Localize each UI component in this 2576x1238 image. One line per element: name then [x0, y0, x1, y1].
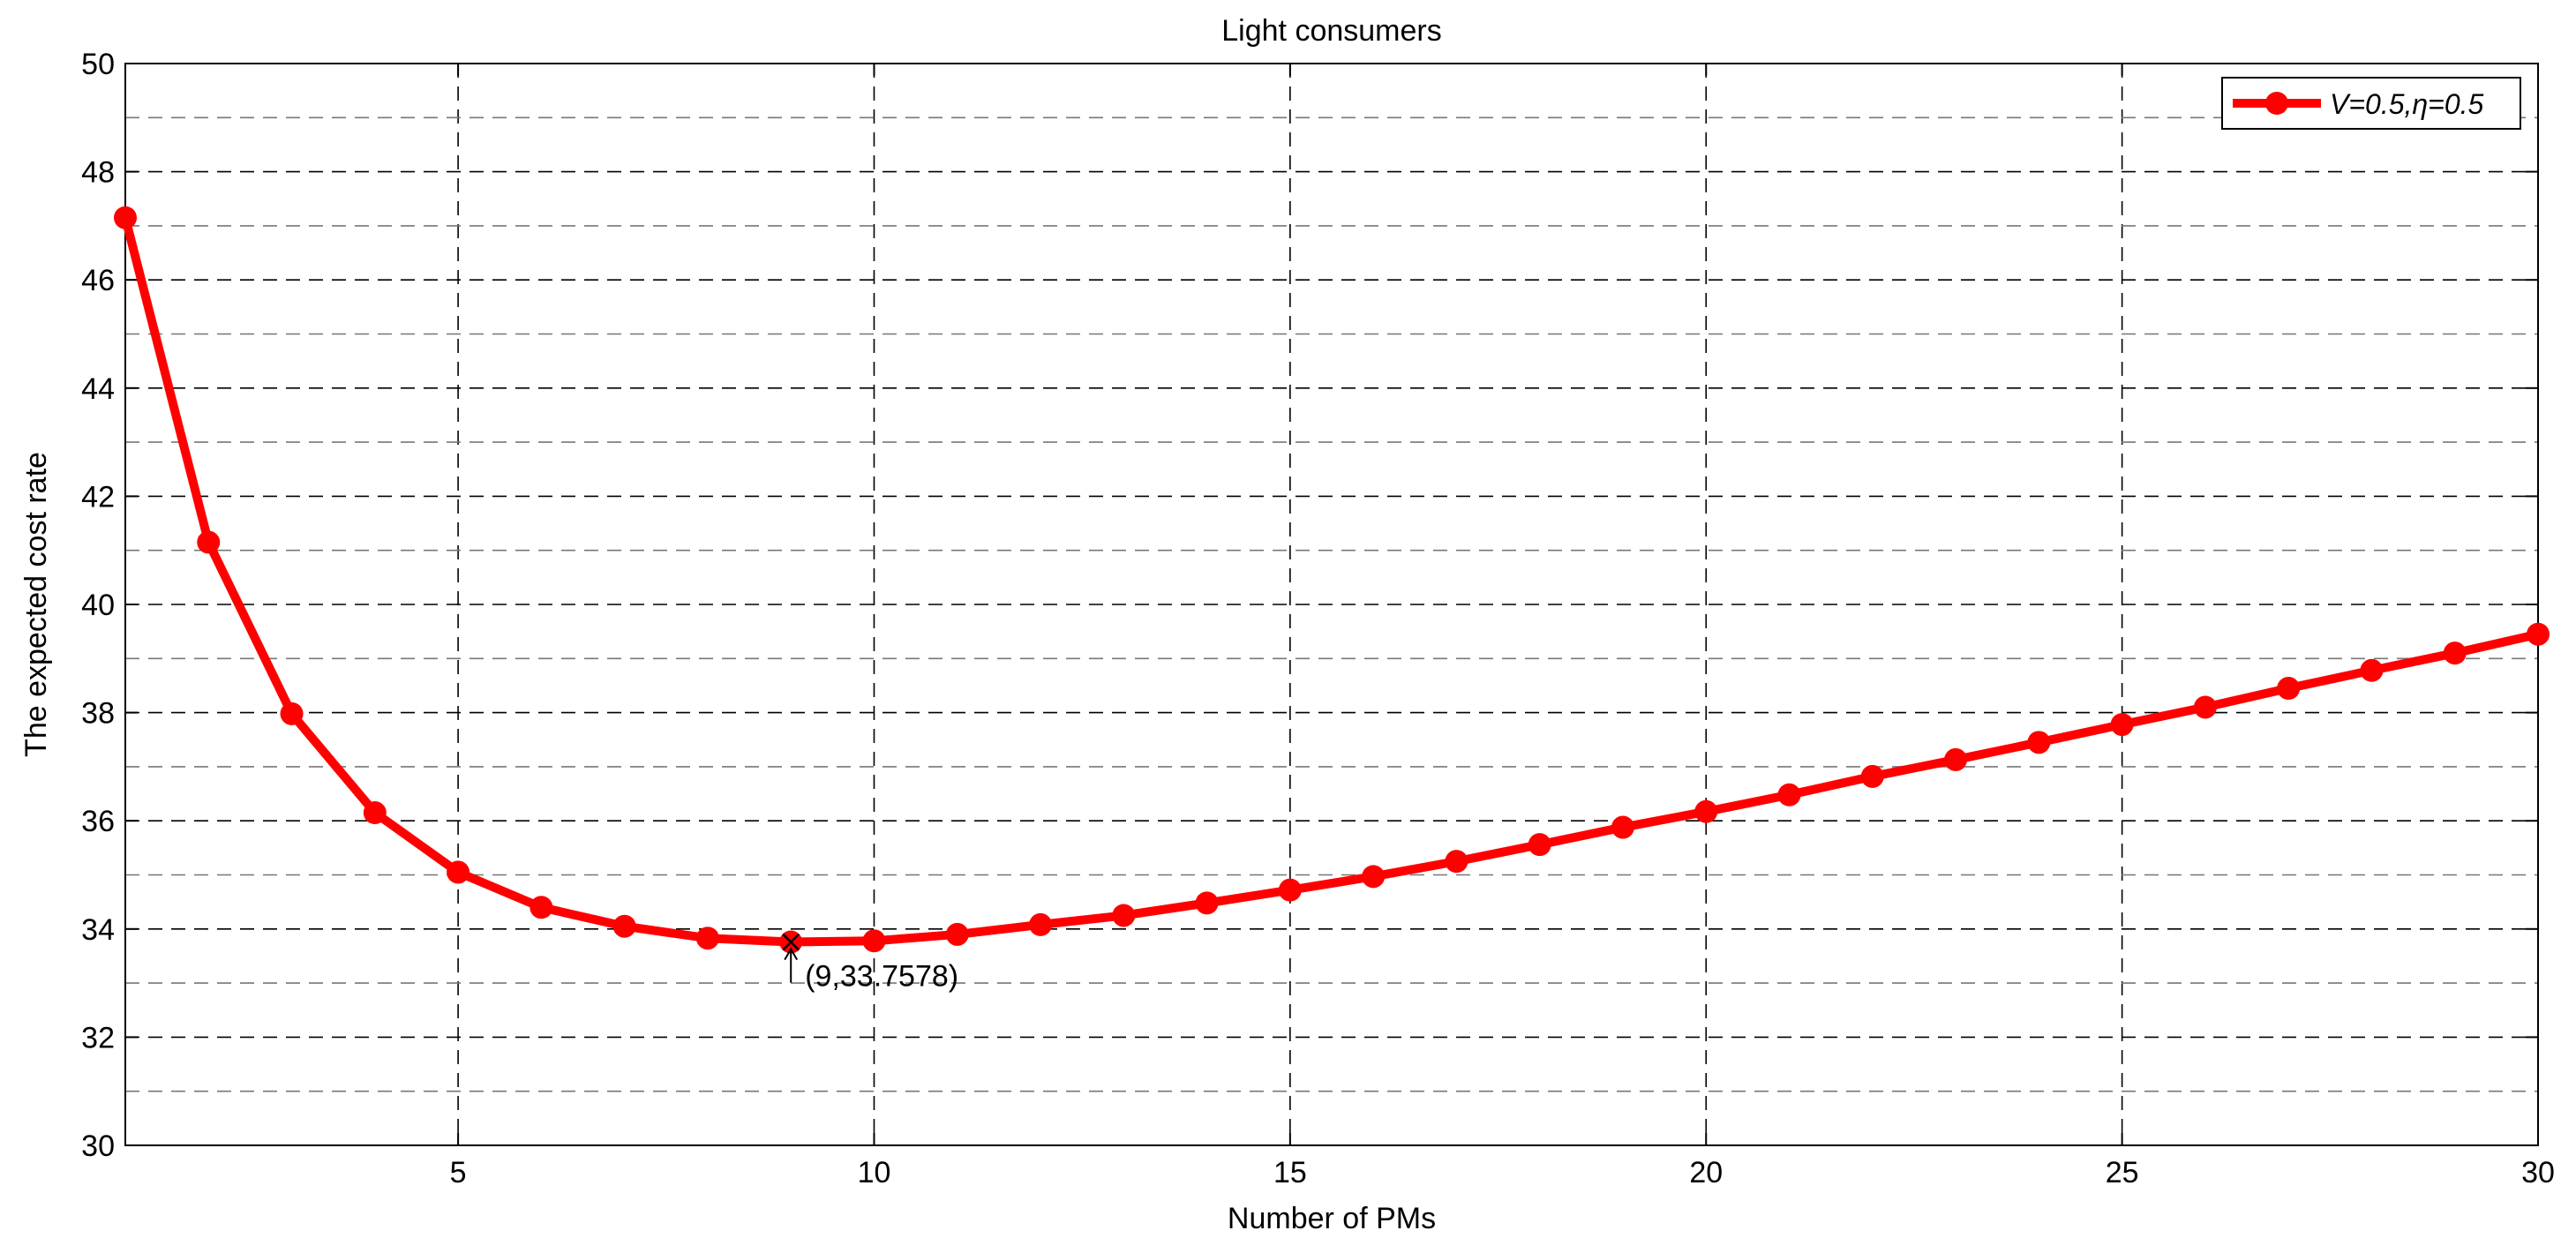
data-point — [2443, 642, 2467, 665]
data-point — [1777, 783, 1801, 807]
x-axis-title: Number of PMs — [1228, 1202, 1436, 1235]
data-point — [447, 860, 470, 884]
y-tick-label: 50 — [81, 48, 115, 81]
data-point — [1694, 799, 1718, 823]
data-point — [1112, 904, 1136, 927]
y-tick-label: 40 — [81, 589, 115, 622]
legend-label: V=0.5,η=0.5 — [2330, 88, 2484, 120]
y-axis-title: The expected cost rate — [19, 452, 53, 757]
y-tick-label: 30 — [81, 1129, 115, 1163]
data-point — [197, 530, 221, 554]
annotation-marker — [782, 933, 800, 951]
data-point — [363, 801, 387, 825]
y-tick-label: 34 — [81, 913, 115, 947]
data-point — [2527, 622, 2550, 646]
y-tick-label: 42 — [81, 480, 115, 514]
data-point — [2360, 658, 2384, 682]
data-point — [945, 922, 969, 946]
y-tick-label: 48 — [81, 156, 115, 190]
grid-lines — [125, 64, 2538, 1145]
data-point — [695, 927, 719, 950]
x-tick-label: 15 — [1273, 1156, 1307, 1189]
data-point — [862, 929, 886, 953]
x-tick-label: 20 — [1689, 1156, 1723, 1189]
legend: V=0.5,η=0.5 — [2221, 77, 2521, 130]
y-tick-label: 36 — [81, 805, 115, 838]
data-point — [2277, 677, 2301, 701]
y-tick-label: 38 — [81, 697, 115, 731]
data-point — [1195, 891, 1219, 915]
data-point — [1944, 747, 1968, 771]
data-point — [1611, 815, 1634, 839]
chart-title: Light consumers — [1221, 14, 1441, 48]
data-point — [1528, 833, 1551, 857]
series-line — [121, 216, 2540, 947]
data-point — [2027, 731, 2051, 754]
data-point — [280, 702, 304, 725]
data-point — [114, 206, 137, 229]
annotation-layer: (9,33.7578) — [782, 933, 958, 994]
annotation-arrowhead — [784, 947, 799, 961]
data-point — [1445, 850, 1468, 874]
data-point — [612, 914, 636, 938]
y-tick-label: 32 — [81, 1021, 115, 1054]
y-tick-label: 44 — [81, 372, 115, 406]
annotation-label: (9,33.7578) — [805, 960, 958, 994]
data-point — [2110, 713, 2134, 737]
series-layer — [114, 206, 2550, 954]
data-point — [1362, 865, 1386, 889]
x-tick-label: 10 — [858, 1156, 891, 1189]
data-point — [2193, 695, 2217, 719]
data-point — [1278, 878, 1302, 902]
data-point — [529, 896, 553, 919]
x-tick-label: 25 — [2106, 1156, 2139, 1189]
legend-marker-sample — [2265, 92, 2288, 115]
data-point — [1860, 764, 1884, 788]
y-tick-label: 46 — [81, 264, 115, 297]
x-tick-label: 30 — [2521, 1156, 2555, 1189]
x-tick-label: 5 — [450, 1156, 467, 1189]
axis-ticks: 5 10 15 20 25 30 30 32 34 36 38 40 42 44 46 48 50 — [81, 48, 2555, 1189]
data-point — [1029, 912, 1053, 936]
